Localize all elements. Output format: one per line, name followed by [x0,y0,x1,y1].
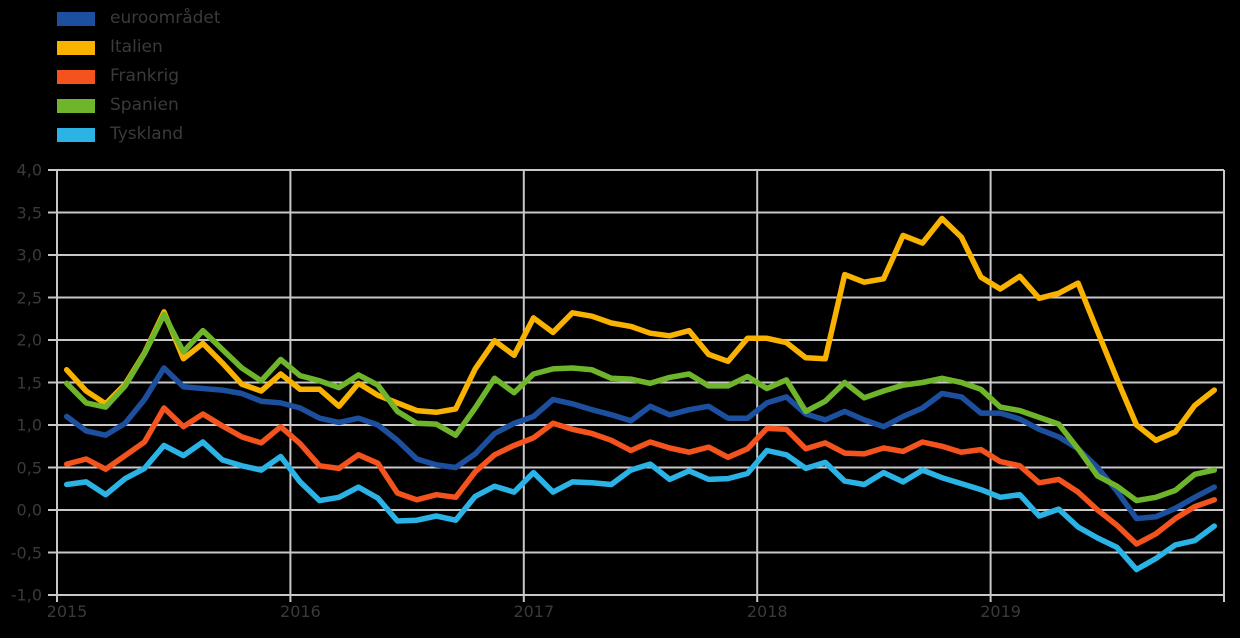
x-tick-label: 2019 [980,602,1021,621]
legend-item: Frankrig [57,62,221,91]
legend-item: Italien [57,33,221,62]
legend-swatch-spain [57,98,95,113]
legend-label: euroområdet [110,8,221,28]
series-line-spanien [63,311,1218,504]
series-line-euroomr-det [63,365,1218,522]
series-line-tyskland [63,439,1218,573]
y-tick-label: 2,5 [16,288,42,307]
y-tick-label: 1,5 [16,373,42,392]
x-tick-label: 2016 [280,602,321,621]
y-tick-label: 3,5 [16,203,42,222]
y-tick-label: 1,0 [16,415,42,435]
legend-swatch-france [57,69,95,84]
y-tick-label: 0,0 [16,500,42,520]
x-tick-label: 2017 [513,602,555,621]
legend-item: Tyskland [57,120,221,149]
legend-swatch-germany [57,127,95,142]
legend-label: Spanien [110,95,179,115]
x-tick-label: 2018 [746,602,788,621]
legend-item: euroområdet [57,4,221,33]
y-tick-label: -1,0 [10,585,42,605]
y-tick-label: 0,5 [16,458,42,477]
legend-item: Spanien [57,91,221,120]
y-tick-label: 4,0 [16,160,42,180]
x-tick-label: 2015 [46,602,88,621]
legend-label: Italien [110,37,163,57]
legend-label: Tyskland [110,124,184,144]
y-tick-label: -0,5 [10,543,42,562]
y-tick-label: 3,0 [16,245,42,265]
legend-label: Frankrig [110,66,180,86]
legend-swatch-euro-area [57,11,95,26]
legend-swatch-italy [57,40,95,55]
y-tick-label: 2,0 [16,330,42,350]
series-line-italien [63,215,1218,444]
series-line-frankrig [63,405,1218,547]
chart-legend: euroområdet Italien Frankrig Spanien Tys… [57,4,221,149]
